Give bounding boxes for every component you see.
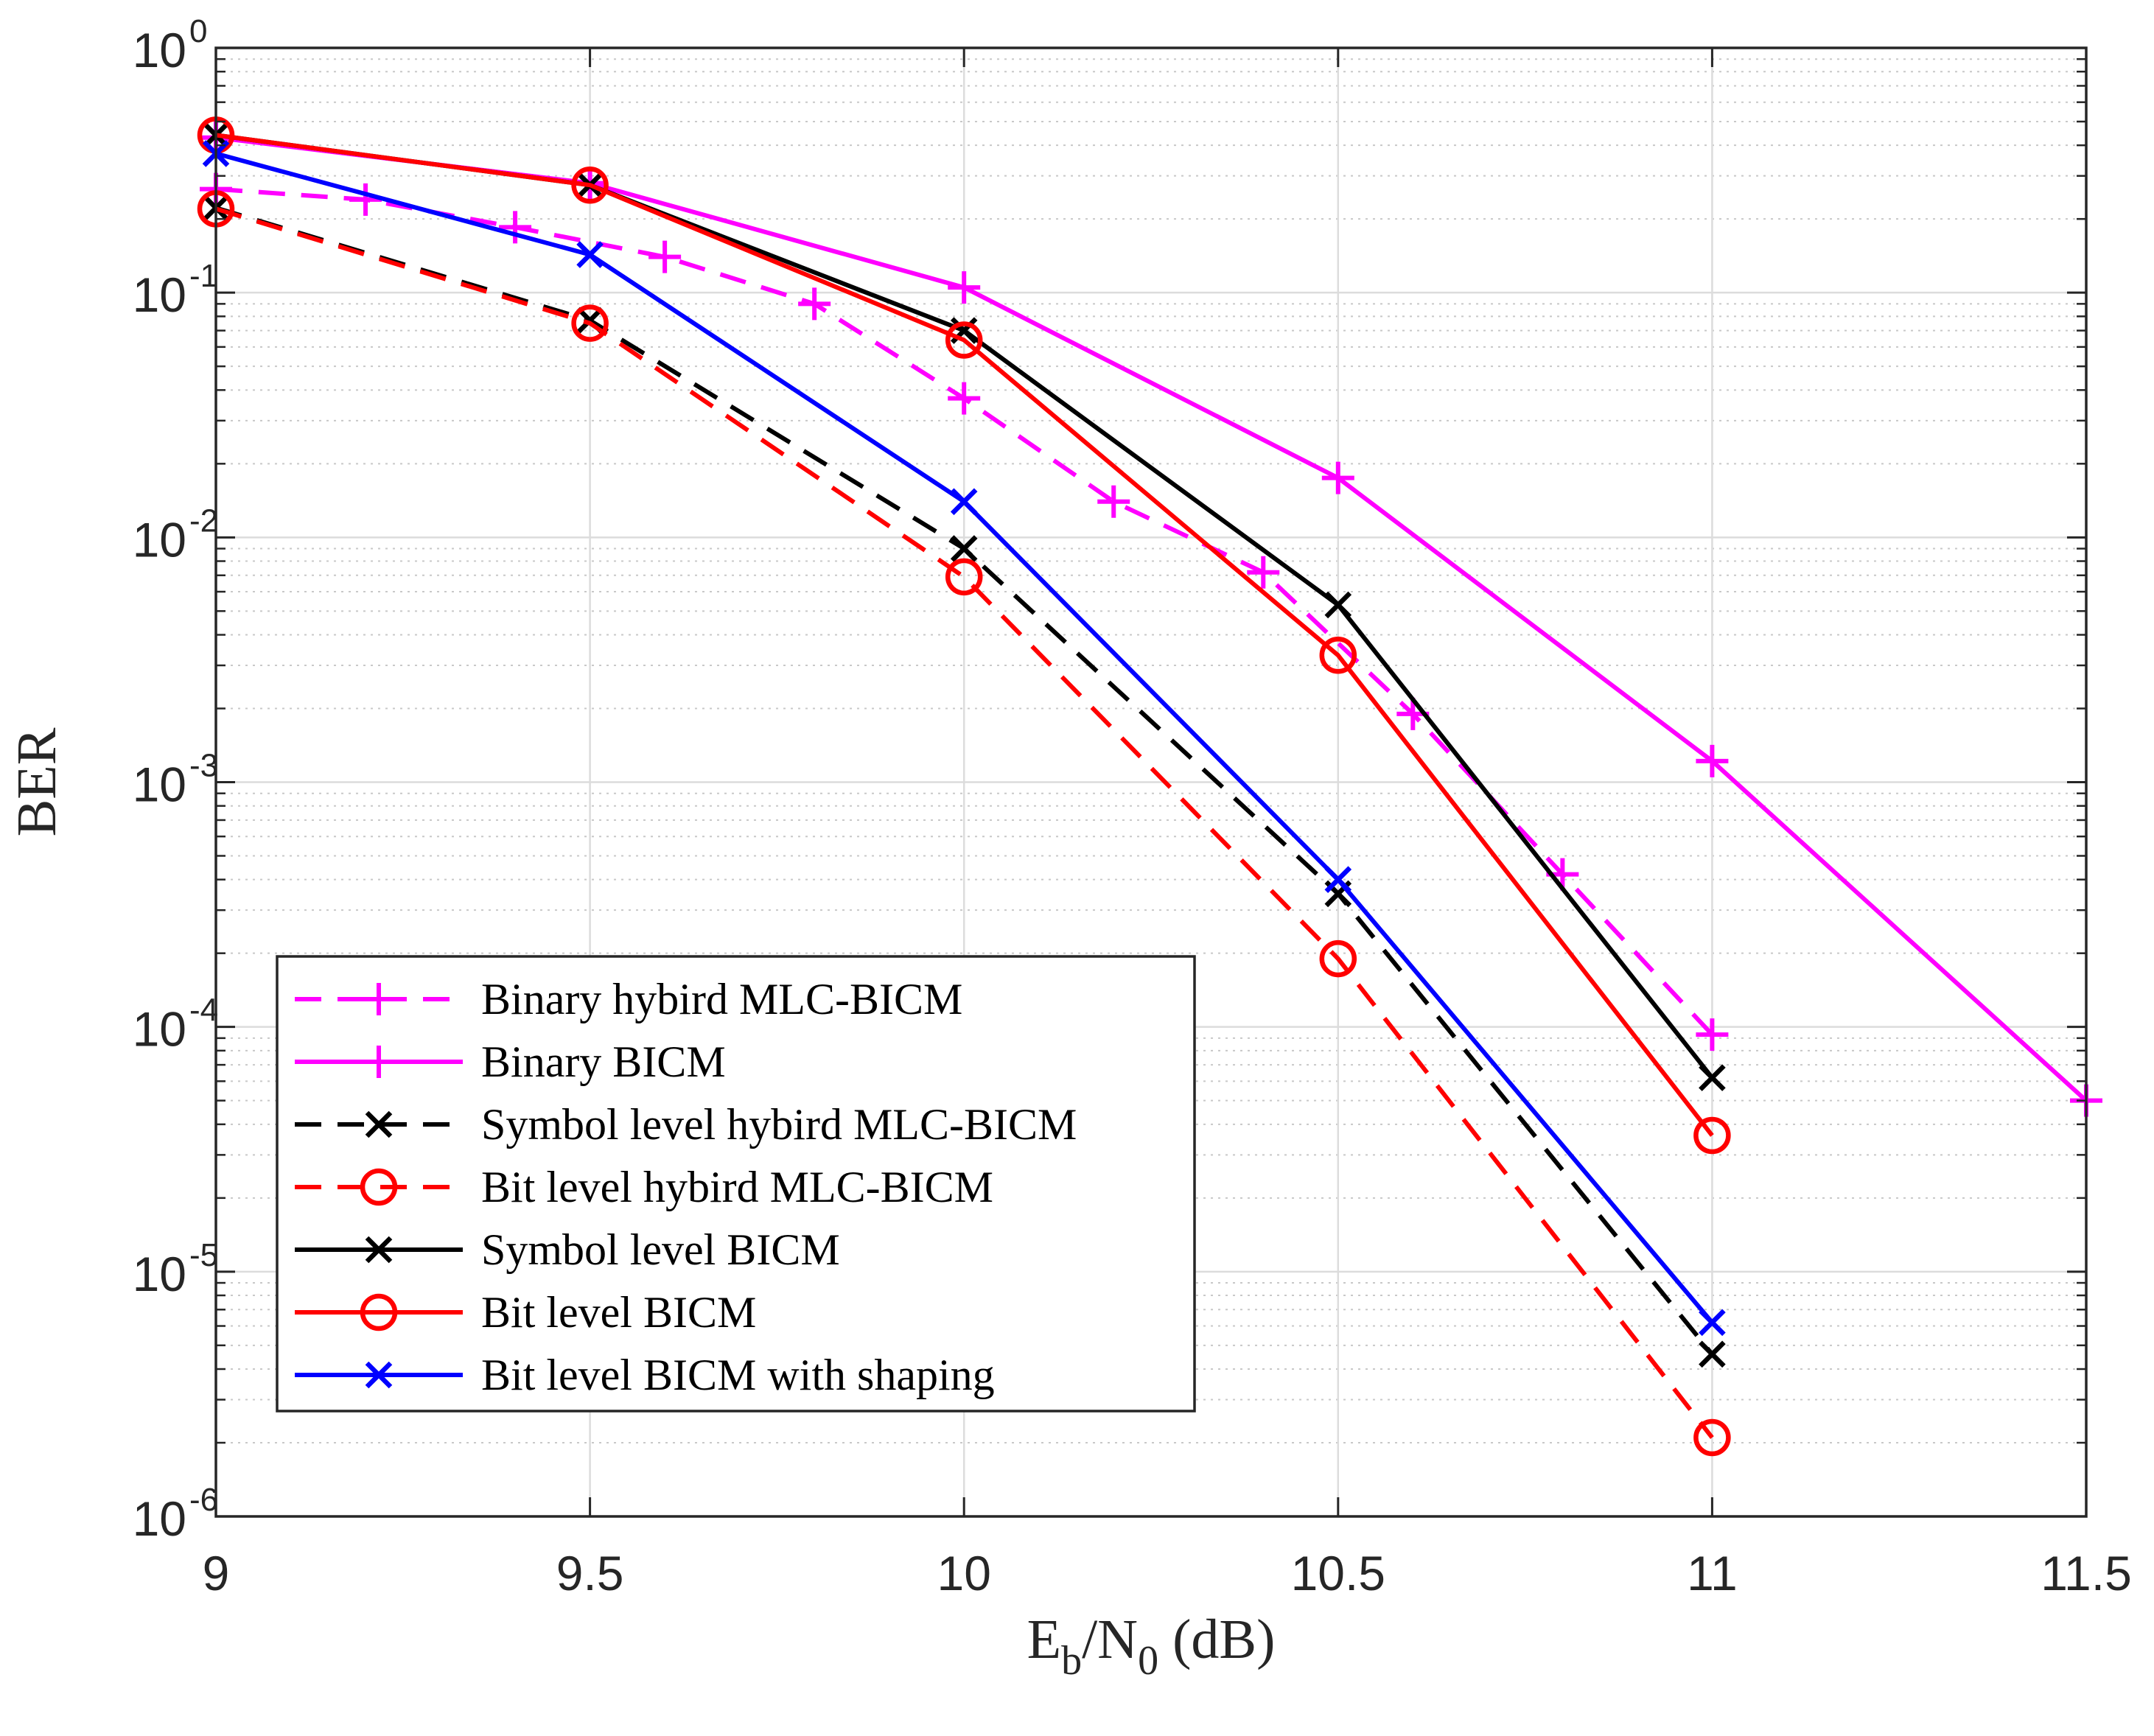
legend-label: Binary hybird MLC-BICM <box>481 975 962 1023</box>
y-tick-label: 10 -1 <box>133 258 219 322</box>
plus-marker <box>349 183 382 216</box>
legend-item-2: Binary BICM <box>295 1037 726 1086</box>
x-title-part: E <box>1027 1609 1061 1670</box>
series-1 <box>200 172 1729 1051</box>
y-tick-label: 10 -6 <box>133 1482 219 1546</box>
y-tick-exponent: 0 <box>189 13 207 49</box>
plus-marker <box>948 271 981 304</box>
legend-label: Bit level BICM with shaping <box>481 1351 995 1399</box>
circle-marker <box>1693 1418 1731 1457</box>
x-marker <box>950 488 978 516</box>
legend-item-1: Binary hybird MLC-BICM <box>295 975 962 1023</box>
circle-marker <box>945 321 983 359</box>
plus-marker <box>499 211 532 244</box>
y-tick-base: 10 <box>133 1247 186 1301</box>
legend-box <box>276 955 1196 1413</box>
plus-marker <box>798 287 831 321</box>
y-tick-base: 10 <box>133 23 186 77</box>
circle-marker <box>571 304 609 342</box>
legend-label: Bit level BICM <box>481 1288 756 1337</box>
circle-marker <box>945 558 983 596</box>
x-marker <box>365 1236 393 1264</box>
plus-marker <box>948 382 981 415</box>
series-4 <box>197 190 1731 1457</box>
plus-marker <box>648 240 682 273</box>
tick-labels: 9 9.5 10 10.5 11 11.510 010 -110 -210 -310 -410 -51… <box>133 13 2132 1600</box>
x-marker <box>576 241 604 268</box>
legend-item-4: Bit level hybird MLC-BICM <box>295 1163 993 1211</box>
x-title-part: /N <box>1082 1609 1138 1670</box>
legend-item-7: Bit level BICM with shaping <box>295 1351 995 1399</box>
y-tick-label: 10 -3 <box>133 748 219 812</box>
axis-titles: BER Eb/N0 (dB) <box>6 727 1275 1684</box>
x-marker <box>1699 1064 1726 1091</box>
x-title-subscript: b <box>1061 1638 1082 1684</box>
legend-label: Symbol level BICM <box>481 1225 840 1274</box>
y-tick-label: 10 0 <box>133 13 208 77</box>
y-tick-label: 10 -2 <box>133 503 219 567</box>
y-axis-title: BER <box>6 727 68 836</box>
x-tick-label: 9.5 <box>556 1546 624 1600</box>
x-marker <box>1324 591 1352 619</box>
plus-marker <box>1696 1018 1729 1051</box>
x-tick-label: 11 <box>1687 1546 1738 1600</box>
legend-item-5: Symbol level BICM <box>295 1225 840 1274</box>
legend-label: Bit level hybird MLC-BICM <box>481 1163 993 1211</box>
y-tick-base: 10 <box>133 1491 186 1546</box>
y-tick-base: 10 <box>133 757 186 812</box>
y-tick-exponent: -5 <box>189 1237 218 1273</box>
y-tick-base: 10 <box>133 267 186 322</box>
plus-marker <box>1321 461 1354 494</box>
x-title-part: (dB) <box>1158 1609 1275 1670</box>
y-tick-exponent: -3 <box>189 748 218 784</box>
series-7 <box>202 140 1726 1337</box>
x-marker <box>1324 866 1352 893</box>
legend: Binary hybird MLC-BICM Binary BICM Symbol … <box>276 955 1196 1413</box>
axes-frame <box>214 46 2088 1518</box>
x-marker <box>1699 1340 1726 1368</box>
circle-marker <box>1319 939 1357 978</box>
y-tick-label: 10 -5 <box>133 1237 219 1301</box>
x-axis-title: Eb/N0 (dB) <box>1027 1609 1276 1684</box>
x-tick-label: 11.5 <box>2041 1546 2132 1600</box>
circle-marker <box>360 1293 398 1331</box>
y-tick-label: 10 -4 <box>133 993 219 1057</box>
y-tick-base: 10 <box>133 1002 186 1057</box>
series-line <box>215 133 1714 1137</box>
x-marker <box>1699 1309 1726 1337</box>
y-tick-exponent: -4 <box>189 993 218 1029</box>
legend-item-3: Symbol level hybird MLC-BICM <box>295 1100 1077 1149</box>
legend-item-6: Bit level BICM <box>295 1288 756 1337</box>
y-tick-base: 10 <box>133 512 186 567</box>
x-tick-label: 10.5 <box>1291 1546 1385 1600</box>
plus-marker <box>1247 556 1280 589</box>
circle-marker <box>1319 637 1357 674</box>
plus-marker <box>1696 744 1729 777</box>
x-marker <box>365 1110 393 1138</box>
x-tick-label: 9 <box>203 1546 230 1600</box>
series-group <box>197 116 2102 1457</box>
circle-marker <box>1693 1116 1731 1155</box>
x-title-subscript: 0 <box>1138 1638 1158 1684</box>
y-tick-exponent: -6 <box>189 1482 218 1518</box>
y-tick-exponent: -2 <box>189 503 218 539</box>
y-tick-exponent: -1 <box>189 258 218 294</box>
x-marker <box>950 535 978 562</box>
legend-label: Binary BICM <box>481 1037 726 1086</box>
plus-marker <box>1097 485 1130 518</box>
circle-marker <box>360 1168 398 1206</box>
x-marker <box>365 1361 393 1389</box>
series-line <box>215 206 1714 1439</box>
plus-marker <box>363 1046 395 1078</box>
circle-marker <box>571 166 609 204</box>
plus-marker <box>363 983 395 1015</box>
x-tick-label: 10 <box>937 1546 990 1600</box>
legend-label: Symbol level hybird MLC-BICM <box>481 1100 1077 1149</box>
